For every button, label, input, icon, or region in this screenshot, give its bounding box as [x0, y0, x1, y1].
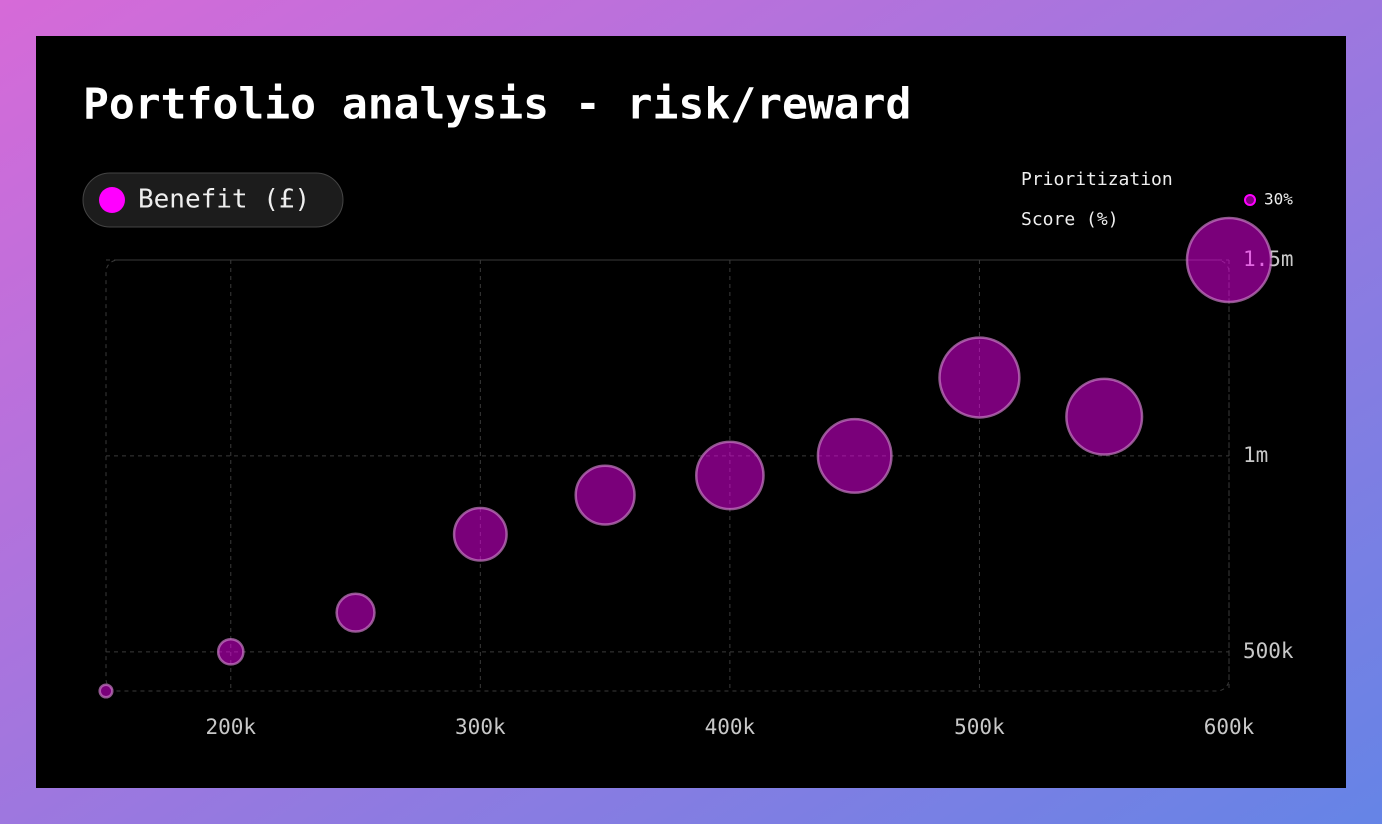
bubble	[335, 592, 376, 633]
x-tick-label: 600k	[1204, 715, 1255, 739]
legend-label[interactable]: Benefit (£)	[138, 185, 310, 215]
y-tick-label: 500k	[1243, 639, 1294, 663]
size-legend-marker	[1244, 194, 1256, 206]
x-tick-label: 200k	[205, 715, 256, 739]
panel	[36, 36, 1346, 788]
bubble	[574, 464, 636, 526]
x-tick-label: 300k	[455, 715, 506, 739]
legend-marker	[99, 187, 125, 213]
bubble	[216, 637, 245, 666]
y-tick-label: 1.5m	[1243, 247, 1294, 271]
plot-border	[105, 259, 1230, 692]
y-tick-label: 1m	[1243, 443, 1268, 467]
chart-title: Portfolio analysis - risk/reward	[83, 80, 911, 130]
size-legend-title: Prioritization	[1021, 169, 1173, 190]
size-legend-title: Score (%)	[1021, 209, 1119, 230]
bubble	[1065, 377, 1144, 456]
bubble	[695, 440, 765, 511]
bubble	[98, 683, 114, 699]
bubble	[938, 336, 1021, 419]
x-tick-label: 400k	[705, 715, 756, 739]
size-legend-label: 30%	[1264, 190, 1293, 209]
bubble	[452, 506, 508, 562]
bubble	[816, 417, 893, 494]
legend[interactable]	[82, 172, 344, 228]
x-tick-label: 500k	[954, 715, 1005, 739]
bubble	[1185, 216, 1273, 304]
